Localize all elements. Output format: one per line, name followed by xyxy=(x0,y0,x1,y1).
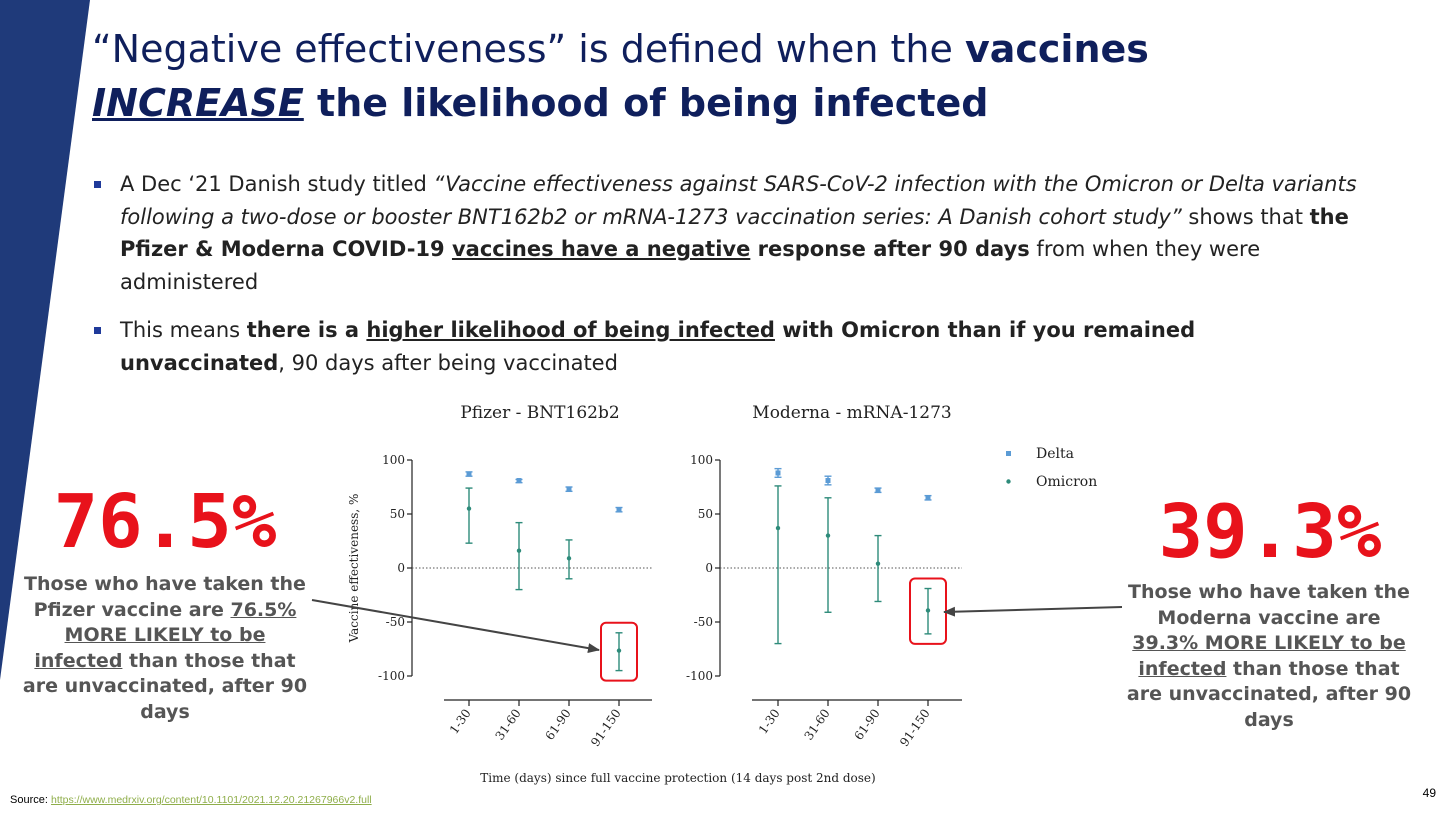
pfizer-x-tick-label: 91-150 xyxy=(588,706,624,749)
moderna-x-tick-label: 1-30 xyxy=(756,706,783,736)
pfizer-x-tick-label: 61-90 xyxy=(542,706,573,742)
moderna-delta-point xyxy=(925,495,931,501)
moderna-callout-underline: 39.3% MORE LIKELY to be infected xyxy=(1132,632,1406,680)
pfizer-omicron-point xyxy=(566,556,572,561)
source-link[interactable]: https://www.medrxiv.org/content/10.1101/… xyxy=(50,794,372,806)
bullet-2-bold-1: there is a xyxy=(246,318,367,342)
bullet-2-bold-2: with Omicron than if you remained unvacc… xyxy=(120,318,1196,375)
pfizer-delta-point xyxy=(566,486,572,492)
pfizer-omicron-point xyxy=(516,548,522,553)
pfizer-callout: Those who have taken the Pfizer vaccine … xyxy=(22,572,308,725)
study-title: “Vaccine effectiveness against SARS-CoV-… xyxy=(120,172,1357,229)
moderna-chart-title: Moderna - mRNA-1273 xyxy=(752,403,951,423)
moderna-x-tick-label: 91-150 xyxy=(897,706,933,749)
bullet-1-text-1: A Dec ‘21 Danish study titled xyxy=(120,172,434,196)
pfizer-omicron-point xyxy=(466,506,472,511)
source-label: Source: xyxy=(10,794,48,806)
pfizer-y-tick-label: 0 xyxy=(397,561,405,575)
legend-delta-label: Delta xyxy=(1036,446,1074,462)
title-emphasis: INCREASE xyxy=(92,81,304,125)
bullet-2-text-2: , 90 days after being vaccinated xyxy=(278,350,618,375)
legend-omicron-label: Omicron xyxy=(1036,474,1097,490)
source-line: Source: https://www.medrxiv.org/content/… xyxy=(10,794,372,806)
bullet-2: This means there is a higher likelihood … xyxy=(94,314,1364,379)
moderna-y-tick-label: 50 xyxy=(698,507,713,521)
bullet-square-icon xyxy=(94,327,101,334)
pfizer-percentage: 76.5% xyxy=(53,479,277,565)
bullet-1-text-2: shows that xyxy=(1181,204,1310,229)
moderna-callout-text-2: than those that are unvaccinated, after … xyxy=(1126,657,1412,731)
pfizer-highlight-box xyxy=(600,621,638,682)
moderna-y-tick-label: 100 xyxy=(690,453,713,467)
slide-title: “Negative effectiveness” is defined when… xyxy=(92,22,1392,130)
moderna-omicron-point xyxy=(875,561,881,566)
moderna-delta-point xyxy=(825,478,831,484)
moderna-y-tick-label: -50 xyxy=(694,615,713,629)
moderna-omicron-point xyxy=(825,533,831,538)
pfizer-omicron-point xyxy=(616,648,622,653)
page-number: 49 xyxy=(1422,786,1436,800)
pfizer-delta-point xyxy=(616,507,622,513)
y-axis-label: Vaccine effectiveness, % xyxy=(347,494,361,644)
title-bold-1: vaccines xyxy=(964,27,1149,71)
pfizer-delta-point xyxy=(466,471,472,477)
moderna-arrow xyxy=(943,606,1123,617)
bullet-1-text-3: from when they were administered xyxy=(120,237,1261,294)
legend-omicron-marker xyxy=(1006,479,1011,484)
moderna-callout-text-1: Those who have taken the Moderna vaccine… xyxy=(1128,581,1410,629)
pfizer-y-tick-label: 50 xyxy=(390,507,405,521)
title-bold-2: the likelihood of being infected xyxy=(303,81,989,125)
moderna-x-tick-label: 31-60 xyxy=(801,706,832,742)
bullet-1-bold-2: response after 90 days xyxy=(750,237,1030,261)
pfizer-callout-underline: 76.5% MORE LIKELY to be infected xyxy=(34,598,297,672)
bullet-1-bold-1: the Pfizer & Moderna COVID-19 xyxy=(120,204,1349,262)
side-band xyxy=(0,0,90,680)
pfizer-callout-text-1: Those who have taken the Pfizer vaccine … xyxy=(24,573,306,621)
chart-x-axis-label: Time (days) since full vaccine protectio… xyxy=(480,771,875,785)
bullet-2-bold-underline: higher likelihood of being infected xyxy=(366,318,775,342)
moderna-delta-point xyxy=(775,470,781,476)
bullet-2-text-1: This means xyxy=(120,318,247,342)
moderna-delta-point xyxy=(875,487,881,493)
bullet-1-bold-underline: vaccines have a negative xyxy=(451,237,751,261)
moderna-omicron-point xyxy=(925,608,931,613)
pfizer-x-tick-label: 1-30 xyxy=(447,706,474,736)
pfizer-y-tick-label: 100 xyxy=(382,453,405,467)
pfizer-y-tick-label: -100 xyxy=(378,669,405,683)
moderna-callout: Those who have taken the Moderna vaccine… xyxy=(1126,580,1412,733)
moderna-x-tick-label: 61-90 xyxy=(851,706,882,742)
bullet-list: A Dec ‘21 Danish study titled “Vaccine e… xyxy=(94,168,1364,395)
pfizer-arrow xyxy=(311,599,600,654)
pfizer-callout-text-2: than those that are unvaccinated, after … xyxy=(22,649,308,723)
pfizer-x-tick-label: 31-60 xyxy=(492,706,523,742)
title-part-1: “Negative effectiveness” is defined when… xyxy=(92,27,965,71)
pfizer-chart-title: Pfizer - BNT162b2 xyxy=(460,403,619,423)
bullet-1: A Dec ‘21 Danish study titled “Vaccine e… xyxy=(94,168,1364,298)
moderna-omicron-point xyxy=(775,525,781,531)
moderna-percentage: 39.3% xyxy=(1158,489,1382,575)
moderna-y-tick-label: 0 xyxy=(705,561,713,575)
legend-delta-marker xyxy=(1006,451,1011,456)
pfizer-delta-point xyxy=(516,478,522,484)
moderna-y-tick-label: -100 xyxy=(686,669,713,683)
bullet-square-icon xyxy=(94,181,101,188)
pfizer-y-tick-label: -50 xyxy=(386,615,405,629)
